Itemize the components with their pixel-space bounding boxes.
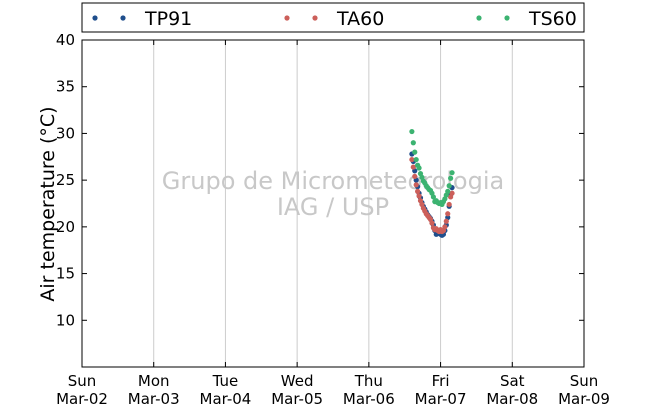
x-tick-day-0: Sun	[68, 372, 97, 390]
x-tick-date-2: Mar-04	[200, 390, 252, 408]
x-tick-day-5: Fri	[432, 372, 450, 390]
x-tick-date-7: Mar-09	[558, 390, 610, 408]
series-TA60	[409, 156, 455, 235]
x-tick-date-3: Mar-05	[271, 390, 323, 408]
point-TA60-1	[410, 164, 416, 170]
point-TS60-3	[413, 156, 419, 163]
y-tick-label-1: 15	[56, 265, 75, 283]
watermark-line-2: IAG / USP	[277, 193, 389, 221]
y-tick-label-6: 40	[56, 31, 75, 49]
watermark: Grupo de Micrometeorologia IAG / USP	[162, 167, 504, 221]
x-axis: SunMar-02MonMar-03TueMar-04WedMar-05ThuM…	[56, 40, 610, 408]
legend-label-TP91: TP91	[144, 8, 192, 30]
y-tick-label-0: 10	[56, 311, 75, 329]
x-tick-day-2: Tue	[212, 372, 239, 390]
y-axis-title: Air temperature (°C)	[37, 106, 59, 301]
x-tick-date-0: Mar-02	[56, 390, 108, 408]
x-tick-day-1: Mon	[138, 372, 170, 390]
legend-marker-b-TS60	[504, 15, 510, 21]
y-tick-label-4: 30	[56, 124, 75, 142]
point-TS60-1	[410, 140, 416, 146]
legend-label-TS60: TS60	[528, 8, 577, 30]
point-TA60-14	[429, 220, 435, 226]
x-tick-date-6: Mar-08	[486, 390, 538, 408]
point-TA60-23	[442, 224, 448, 230]
point-TS60-15	[430, 194, 436, 200]
legend-box	[81, 2, 585, 33]
x-tick-day-4: Thu	[354, 372, 383, 390]
point-TS60-26	[446, 183, 452, 189]
y-tick-label-3: 25	[56, 171, 75, 189]
series-TS60	[409, 128, 455, 208]
legend-marker-a-TP91	[92, 15, 98, 21]
y-axis: 10 15 20 25 30 35 40	[56, 31, 584, 329]
y-tick-label-5: 35	[56, 78, 75, 96]
legend-item-TA60: TA60	[284, 8, 384, 30]
point-TA60-25	[445, 211, 451, 217]
point-TA60-5	[416, 193, 422, 199]
x-tick-date-5: Mar-07	[415, 390, 467, 408]
point-TA60-24	[443, 218, 449, 224]
x-tick-day-7: Sun	[570, 372, 599, 390]
legend-item-TS60: TS60	[476, 8, 577, 30]
gridlines	[153, 40, 513, 367]
legend-marker-a-TS60	[476, 15, 482, 21]
x-tick-day-3: Wed	[281, 372, 314, 390]
legend-marker-b-TA60	[312, 15, 318, 21]
point-TA60-0	[409, 156, 415, 163]
point-TS60-28	[449, 170, 455, 176]
point-TS60-5	[416, 165, 422, 171]
legend-label-TA60: TA60	[336, 8, 384, 30]
legend-item-TP91: TP91	[92, 8, 192, 30]
point-TS60-0	[409, 128, 415, 135]
legend-marker-b-TP91	[120, 15, 126, 21]
series-layer	[409, 128, 455, 238]
point-TA60-28	[449, 190, 455, 196]
plot-frame	[81, 39, 585, 368]
x-tick-date-1: Mar-03	[128, 390, 180, 408]
x-tick-day-6: Sat	[500, 372, 525, 390]
x-tick-date-4: Mar-06	[343, 390, 395, 408]
point-TS60-27	[448, 175, 454, 181]
point-TA60-4	[415, 188, 421, 194]
point-TS60-2	[412, 149, 418, 155]
point-TS60-25	[445, 188, 451, 194]
legend: TP91 TA60 TS60	[81, 2, 585, 33]
point-TA60-2	[412, 173, 418, 180]
point-TA60-26	[446, 201, 452, 208]
y-tick-label-2: 20	[56, 218, 75, 236]
point-TA60-3	[413, 182, 419, 188]
legend-marker-a-TA60	[284, 15, 290, 21]
